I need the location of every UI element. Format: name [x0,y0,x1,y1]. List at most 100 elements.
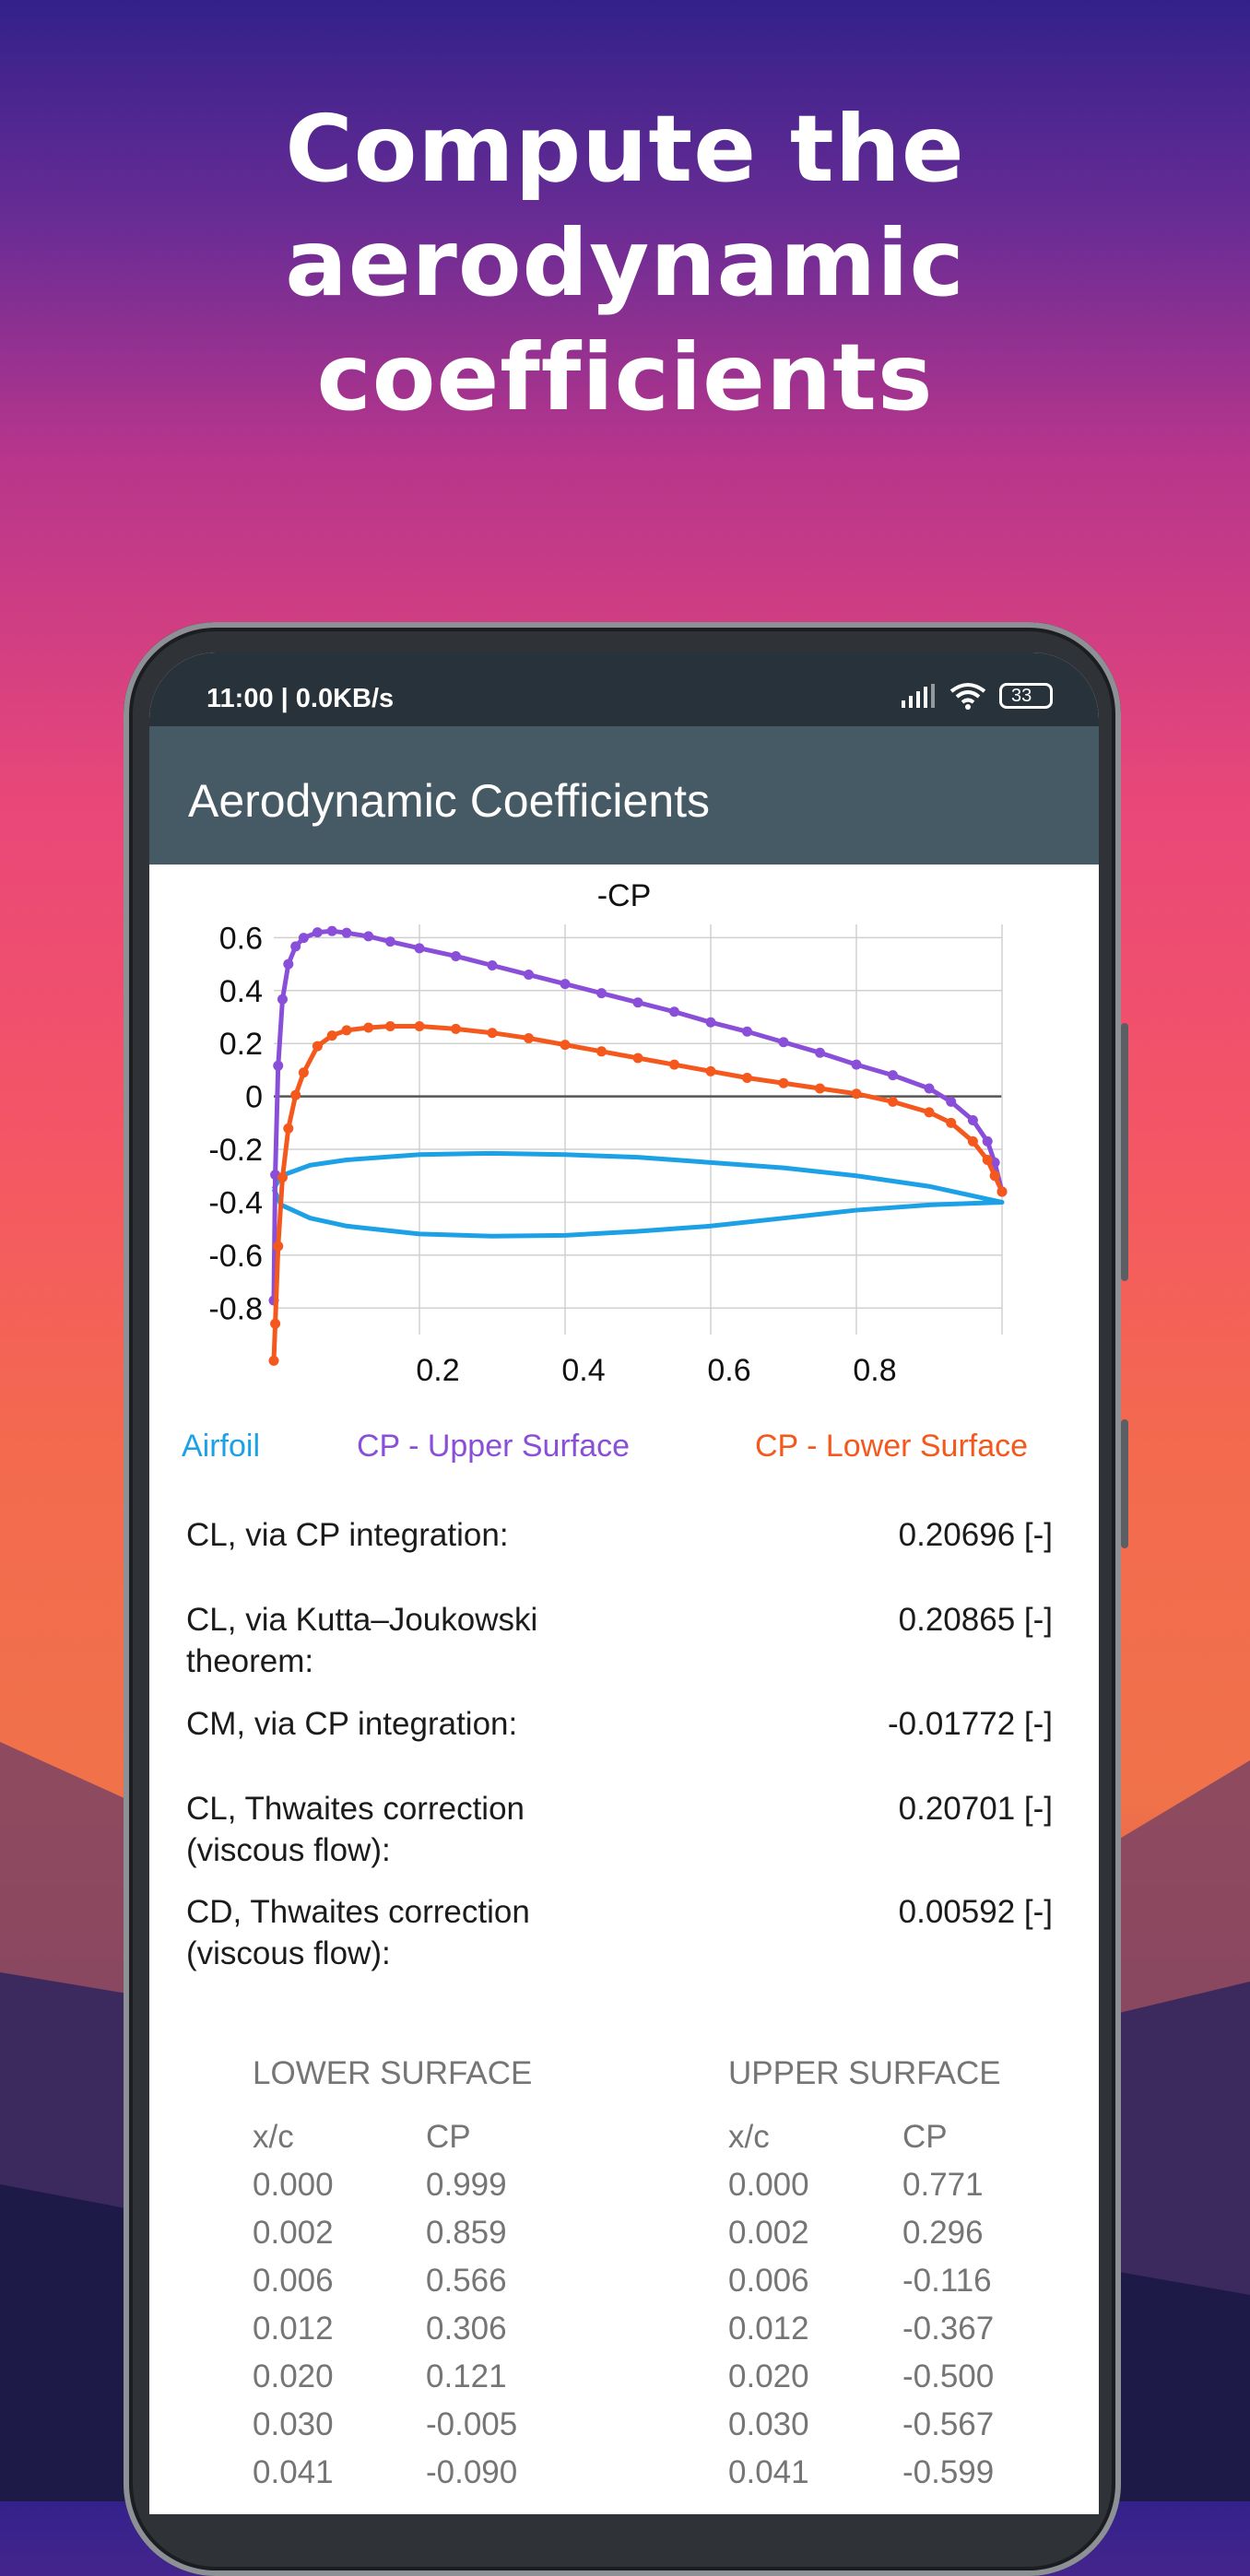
column-header: x/c [253,2119,294,2155]
table-cell: 0.859 [426,2215,507,2251]
x-tick-label: 0.8 [853,1353,896,1388]
series-point-2 [888,1096,898,1107]
series-point-1 [277,994,288,1005]
series-point-1 [273,1060,284,1071]
series-point-1 [451,950,461,961]
table-cell: 0.000 [253,2167,334,2203]
series-point-1 [982,1135,993,1147]
y-tick-label: -0.8 [208,1291,263,1326]
table-cell: 0.020 [728,2358,809,2394]
series-point-2 [384,1021,395,1032]
series-point-1 [888,1070,898,1081]
signal-icon [902,684,935,708]
series-point-2 [277,1171,288,1182]
table-cell: -0.005 [426,2406,518,2442]
volume-button [1121,1023,1128,1281]
series-point-1 [560,979,571,990]
result-value: 0.20701 [-] [898,1791,1053,1827]
series-point-1 [290,941,301,952]
x-tick-label: 0.4 [561,1353,605,1388]
table-cell: -0.567 [902,2406,995,2442]
result-label: CL, via Kutta–Joukowski theorem: [186,1602,538,1679]
series-point-2 [632,1053,643,1064]
series-point-2 [341,1025,352,1036]
series-line-0 [271,1150,1005,1239]
series-point-2 [283,1123,294,1134]
legend-airfoil: Airfoil [182,1429,261,1464]
battery-icon: 33 [999,683,1053,709]
table-cell: 0.121 [426,2358,507,2394]
series-point-1 [924,1083,935,1094]
series-point-1 [946,1096,957,1107]
table-cell: -0.367 [902,2311,995,2347]
series-point-2 [996,1186,1008,1197]
table-cell: 0.030 [253,2406,334,2442]
table-cell: 0.000 [728,2167,809,2203]
table-cell: -0.090 [426,2454,518,2490]
series-point-2 [851,1088,862,1100]
series-point-1 [487,960,498,970]
series-point-2 [363,1022,374,1033]
table-cell: 0.012 [253,2311,334,2347]
y-tick-label: -0.4 [208,1185,263,1220]
series-point-1 [414,943,425,954]
series-point-1 [326,925,337,936]
upper-xc-column: x/c 0.000 0.002 0.006 0.012 0.020 0.030 … [728,2113,809,2497]
table-cell: -0.599 [902,2454,995,2490]
headline: Compute the aerodynamic coefficients [0,92,1250,435]
upper-surface-title: UPPER SURFACE [728,2055,1001,2091]
status-bar: 11:00 | 0.0KB/s 33 [149,653,1099,726]
result-value: 0.20865 [-] [898,1602,1053,1638]
series-point-2 [967,1135,978,1147]
legend-cp-upper: CP - Upper Surface [357,1429,631,1464]
result-label: CL, via CP integration: [186,1517,509,1553]
series-point-2 [596,1046,607,1057]
y-tick-label: -0.6 [208,1239,263,1274]
series-point-2 [778,1077,789,1088]
table-cell: 0.006 [253,2263,334,2299]
result-label: CD, Thwaites correction (viscous flow): [186,1894,530,1971]
series-point-1 [596,988,607,999]
table-cell: -0.116 [902,2263,992,2299]
table-cell: 0.041 [728,2454,809,2490]
y-tick-label: 0 [245,1080,263,1115]
app-bar: Aerodynamic Coefficients [149,726,1099,865]
series-point-1 [815,1047,825,1058]
column-header: CP [426,2119,471,2155]
table-cell: 0.566 [426,2263,507,2299]
series-point-2 [705,1065,716,1076]
lower-cp-column: CP 0.999 0.859 0.566 0.306 0.121 -0.005 … [426,2113,517,2497]
series-point-2 [268,1355,279,1366]
legend-cp-lower: CP - Lower Surface [755,1429,1029,1464]
table-cell: 0.306 [426,2311,507,2347]
table-cell: 0.296 [902,2215,984,2251]
table-cell: -0.500 [902,2358,995,2394]
series-point-2 [298,1067,309,1078]
series-point-1 [742,1026,752,1037]
upper-cp-column: CP 0.771 0.296 -0.116 -0.367 -0.500 -0.5… [902,2113,994,2497]
battery-level: 33 [1011,686,1032,706]
wifi-icon [949,683,986,710]
x-tick-label: 0.2 [416,1353,459,1388]
series-point-1 [778,1037,789,1048]
table-cell: 0.030 [728,2406,809,2442]
series-line-1 [271,928,1005,1300]
app-bar-title: Aerodynamic Coefficients [188,775,711,827]
series-point-2 [524,1032,534,1043]
table-cell: 0.020 [253,2358,334,2394]
series-point-1 [384,936,395,947]
series-point-1 [363,931,374,942]
result-value: -0.01772 [-] [888,1706,1053,1742]
y-tick-label: 0.4 [219,974,263,1009]
y-tick-label: 0.6 [219,921,263,956]
series-point-2 [560,1040,571,1051]
series-point-1 [312,927,323,938]
series-point-2 [270,1318,281,1329]
series-point-2 [924,1107,935,1118]
status-time: 11:00 | 0.0KB/s [206,684,395,713]
series-point-2 [312,1041,323,1052]
series-point-1 [524,970,534,981]
result-label: CL, Thwaites correction (viscous flow): [186,1791,525,1868]
series-point-1 [967,1114,978,1125]
table-cell: 0.006 [728,2263,809,2299]
